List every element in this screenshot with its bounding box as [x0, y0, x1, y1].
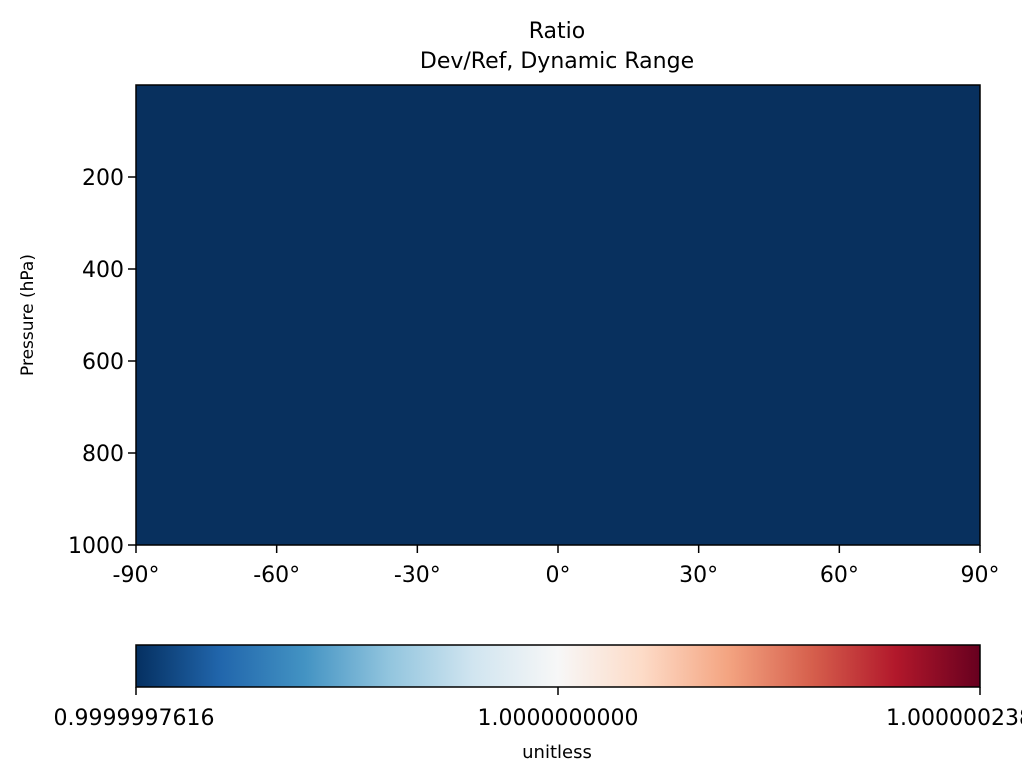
colorbar-tick-label: 1.0000000000	[478, 706, 639, 731]
x-tick-label: -30°	[394, 563, 441, 588]
chart-title: Ratio	[529, 19, 585, 44]
x-tick-label: 30°	[679, 563, 718, 588]
colorbar-label: unitless	[522, 742, 592, 763]
y-axis: 200 400 600 800 1000	[68, 166, 136, 559]
x-axis: -90° -60° -30° 0° 30° 60° 90°	[113, 545, 1000, 588]
y-tick-label: 800	[82, 442, 124, 467]
x-tick-label: -90°	[113, 563, 160, 588]
colorbar-tick-label: 1.0000002384	[886, 706, 1022, 731]
chart-subtitle: Dev/Ref, Dynamic Range	[420, 49, 694, 74]
y-tick-label: 600	[82, 350, 124, 375]
x-tick-label: -60°	[253, 563, 300, 588]
y-tick-label: 1000	[68, 534, 124, 559]
y-tick-label: 200	[82, 166, 124, 191]
x-tick-label: 90°	[961, 563, 1000, 588]
colorbar-axis: 0.9999997616 1.0000000000 1.0000002384	[54, 687, 1022, 731]
x-tick-label: 0°	[546, 563, 571, 588]
heatmap-field	[136, 85, 980, 545]
y-axis-label: Pressure (hPa)	[18, 254, 38, 376]
y-tick-label: 400	[82, 258, 124, 283]
x-tick-label: 60°	[820, 563, 859, 588]
colorbar	[136, 645, 980, 687]
colorbar-tick-label: 0.9999997616	[54, 706, 215, 731]
